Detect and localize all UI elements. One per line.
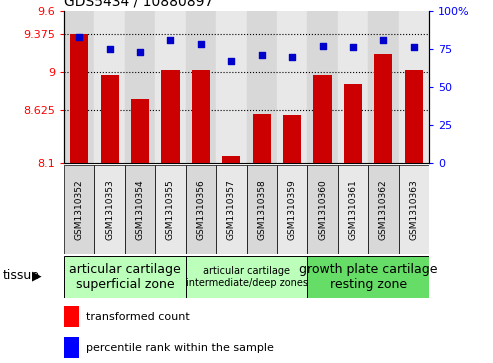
Text: GSM1310360: GSM1310360 [318, 179, 327, 240]
Bar [101, 75, 119, 163]
Point [258, 52, 266, 58]
Bar [64, 256, 186, 298]
Bar [368, 165, 398, 254]
Text: growth plate cartilage
resting zone: growth plate cartilage resting zone [299, 263, 437, 291]
Bar [246, 11, 277, 163]
Bar [277, 11, 307, 163]
Bar [344, 84, 362, 163]
Point [410, 45, 418, 50]
Text: GSM1310353: GSM1310353 [105, 179, 114, 240]
Bar [374, 54, 392, 163]
Text: GSM1310357: GSM1310357 [227, 179, 236, 240]
Bar [246, 165, 277, 254]
Text: transformed count: transformed count [86, 312, 190, 322]
Bar [64, 11, 95, 163]
Point [380, 37, 387, 43]
Point [106, 46, 113, 52]
Bar [252, 114, 271, 163]
Bar [64, 306, 79, 327]
Text: GDS5434 / 10880897: GDS5434 / 10880897 [64, 0, 213, 8]
Point [288, 54, 296, 60]
Bar [70, 34, 88, 163]
Text: GSM1310354: GSM1310354 [136, 179, 144, 240]
Bar [314, 75, 332, 163]
Bar [155, 165, 186, 254]
Bar [222, 156, 241, 163]
Text: GSM1310359: GSM1310359 [287, 179, 297, 240]
Point [136, 49, 144, 55]
Text: GSM1310363: GSM1310363 [409, 179, 418, 240]
Bar [277, 165, 307, 254]
Point [167, 37, 175, 43]
Bar [368, 11, 398, 163]
Bar [216, 11, 246, 163]
Point [349, 45, 357, 50]
Bar [283, 115, 301, 163]
Bar [64, 337, 79, 358]
Bar [216, 165, 246, 254]
Bar [125, 11, 155, 163]
Text: GSM1310356: GSM1310356 [196, 179, 206, 240]
Text: tissue: tissue [2, 269, 39, 282]
Bar [186, 11, 216, 163]
Bar [186, 256, 307, 298]
Text: percentile rank within the sample: percentile rank within the sample [86, 343, 274, 352]
Bar [161, 70, 179, 163]
Bar [307, 256, 429, 298]
Bar [192, 70, 210, 163]
Text: GSM1310358: GSM1310358 [257, 179, 266, 240]
Bar [131, 99, 149, 163]
Bar [64, 165, 95, 254]
Bar [307, 165, 338, 254]
Point [318, 43, 326, 49]
Bar [307, 11, 338, 163]
Bar [338, 11, 368, 163]
Bar [155, 11, 186, 163]
Bar [338, 165, 368, 254]
Text: GSM1310352: GSM1310352 [75, 179, 84, 240]
Point [75, 34, 83, 40]
Text: GSM1310355: GSM1310355 [166, 179, 175, 240]
Bar [95, 11, 125, 163]
Text: articular cartilage
superficial zone: articular cartilage superficial zone [69, 263, 181, 291]
Text: articular cartilage
intermediate/deep zones: articular cartilage intermediate/deep zo… [185, 266, 308, 287]
Text: ▶: ▶ [32, 269, 42, 282]
Bar [95, 165, 125, 254]
Text: GSM1310362: GSM1310362 [379, 179, 388, 240]
Point [227, 58, 235, 64]
Bar [398, 165, 429, 254]
Bar [186, 165, 216, 254]
Bar [405, 70, 423, 163]
Bar [125, 165, 155, 254]
Bar [398, 11, 429, 163]
Text: GSM1310361: GSM1310361 [349, 179, 357, 240]
Point [197, 41, 205, 47]
